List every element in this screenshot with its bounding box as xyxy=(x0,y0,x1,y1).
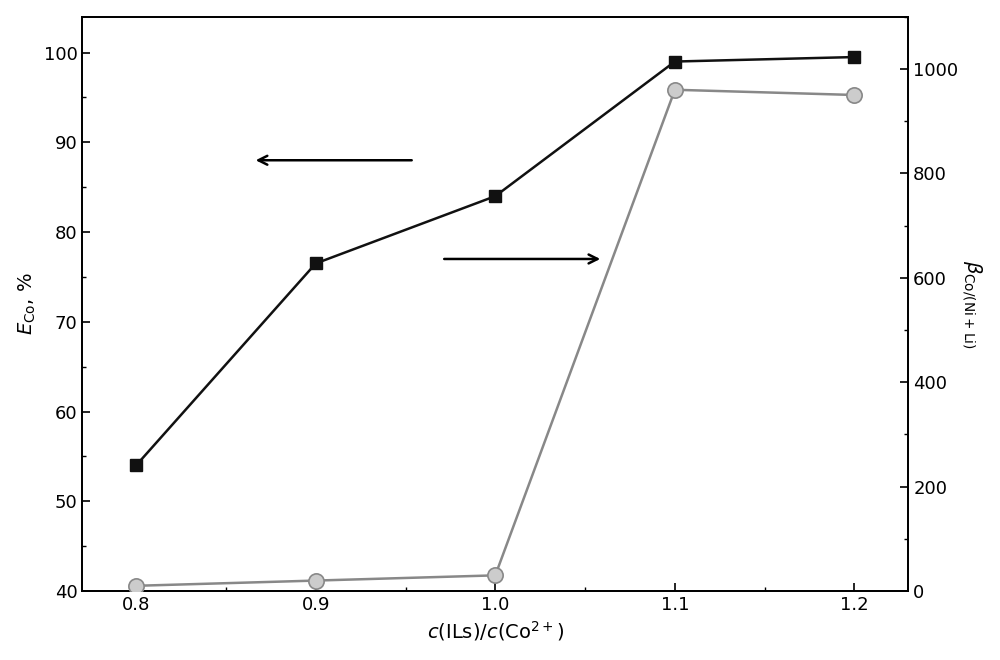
Y-axis label: $\beta_{\mathrm{Co/(Ni+Li)}}$: $\beta_{\mathrm{Co/(Ni+Li)}}$ xyxy=(960,259,983,348)
Y-axis label: $E_{\mathrm{Co}}$, %: $E_{\mathrm{Co}}$, % xyxy=(17,273,38,335)
X-axis label: $c$(ILs)/$c$(Co$^{2+}$): $c$(ILs)/$c$(Co$^{2+}$) xyxy=(427,620,564,644)
